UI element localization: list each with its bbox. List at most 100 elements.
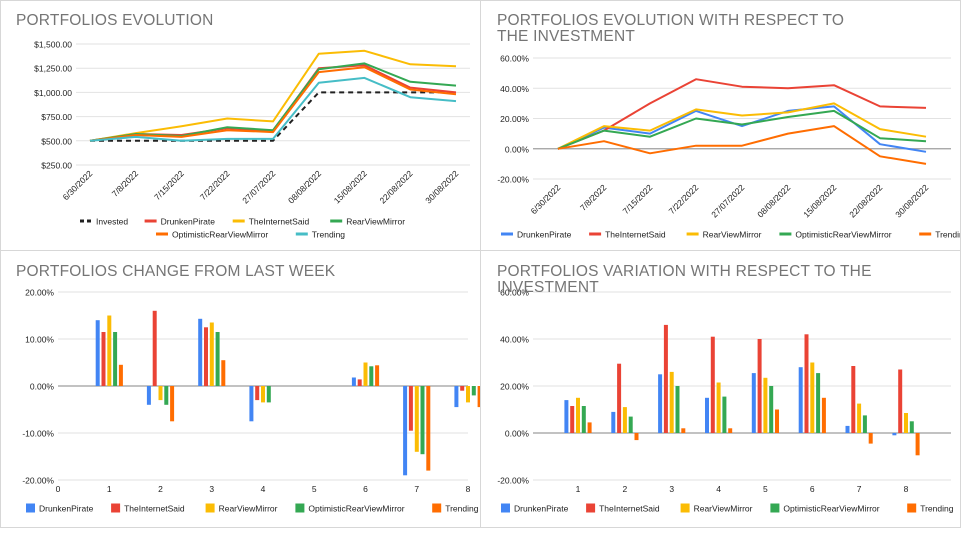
bar-trending xyxy=(221,360,226,386)
legend-label: OptimisticRearViewMirror xyxy=(795,230,891,240)
legend-item-rearviewmirror: RearViewMirror xyxy=(205,503,278,514)
y-tick-label: 40.00% xyxy=(500,84,529,94)
bar-trending xyxy=(477,386,482,408)
bar-theinternetsaid xyxy=(255,386,260,401)
bar-drunkenpirate xyxy=(249,386,254,422)
bar-theinternetsaid xyxy=(204,327,208,387)
bar-trending xyxy=(634,433,639,441)
x-tick-label: 5 xyxy=(312,484,317,494)
panel-variation-vs-investment: PORTFOLIOS VARIATION WITH RESPECT TO THE… xyxy=(481,251,961,528)
bar-trending xyxy=(728,428,733,433)
bar-rearviewmirror xyxy=(209,322,214,386)
bar-optimisticrearviewmirror xyxy=(628,416,633,433)
bar-theinternetsaid xyxy=(460,386,465,391)
legend-item-trending: Trending xyxy=(907,503,954,514)
bar-theinternetsaid xyxy=(898,369,903,433)
legend-swatch xyxy=(770,503,780,513)
bar-trending xyxy=(775,409,779,433)
bar-rearviewmirror xyxy=(576,397,580,434)
x-tick-label: 7/22/2022 xyxy=(198,168,232,202)
x-tick-label: 15/08/2022 xyxy=(801,182,838,219)
bar-theinternetsaid xyxy=(357,379,362,386)
x-tick-label: 08/08/2022 xyxy=(286,168,323,205)
legend-label: TheInternetSaid xyxy=(605,230,666,240)
y-tick-label: $250.00 xyxy=(41,161,72,171)
series-line-trending xyxy=(557,125,927,165)
bar-theinternetsaid xyxy=(152,310,157,386)
bar-rearviewmirror xyxy=(669,371,674,433)
legend-label: TheInternetSaid xyxy=(599,504,660,514)
x-tick-label: 7/22/2022 xyxy=(667,182,701,216)
bar-drunkenpirate xyxy=(454,386,459,408)
x-tick-label: 30/08/2022 xyxy=(893,182,930,219)
bar-drunkenpirate xyxy=(658,374,663,434)
x-tick-label: 30/08/2022 xyxy=(423,168,460,205)
bar-rearviewmirror xyxy=(363,362,368,386)
bar-rearviewmirror xyxy=(414,386,419,452)
y-tick-label: 60.00% xyxy=(500,54,529,64)
line-chart-evolution-vs-investment: -20.00% 0.00% 20.00% 40.00% 60.00% 6/30/2022 7… xyxy=(497,54,961,240)
x-tick-label: 27/07/2022 xyxy=(240,168,277,205)
bar-chart-change-from-last-week: -20.00% -10.00% 0.00% 10.00% 20.00% 0 1 2 3 4 5 6 7 8… xyxy=(22,288,482,514)
series-line-theinternetsaid xyxy=(89,49,457,142)
x-tick-label: 7/15/2022 xyxy=(621,182,655,216)
bar-drunkenpirate xyxy=(351,377,356,386)
bar-drunkenpirate xyxy=(95,320,100,386)
divider-vertical xyxy=(480,0,481,528)
legend-label: RearViewMirror xyxy=(219,504,278,514)
series-line-theinternetsaid xyxy=(557,78,927,150)
x-tick-label: 22/08/2022 xyxy=(378,168,415,205)
bar-drunkenpirate xyxy=(146,386,151,405)
bar-theinternetsaid xyxy=(757,339,762,433)
x-tick-label: 7 xyxy=(857,484,862,494)
bar-rearviewmirror xyxy=(107,315,112,386)
line-chart-portfolios-evolution: $250.00 $500.00 $750.00 $1,000.00 $1,250.00 $… xyxy=(34,40,470,240)
legend-item-theinternetsaid: TheInternetSaid xyxy=(232,217,310,227)
legend-item-drunkenpirate: DrunkenPirate xyxy=(501,230,572,240)
x-tick-label: 4 xyxy=(716,484,721,494)
bar-drunkenpirate xyxy=(751,373,756,433)
x-tick-label: 0 xyxy=(56,484,61,494)
series-line-rearviewmirror xyxy=(89,62,457,142)
y-tick-label: 40.00% xyxy=(500,335,529,345)
bar-drunkenpirate xyxy=(798,367,803,433)
bar-drunkenpirate xyxy=(403,386,408,476)
bar-optimisticrearviewmirror xyxy=(862,415,867,433)
bar-optimisticrearviewmirror xyxy=(215,332,220,386)
panel-change-from-last-week: PORTFOLIOS CHANGE FROM LAST WEEK -20.00%… xyxy=(0,251,482,528)
bar-rearviewmirror xyxy=(857,403,862,433)
legend-item-theinternetsaid: TheInternetSaid xyxy=(586,503,660,514)
legend-item-trending: Trending xyxy=(432,503,479,514)
bar-chart-variation-vs-investment: -20.00% 0.00% 20.00% 40.00% 60.00% 1 2 3 4 5 6 7 8 Dr… xyxy=(497,288,954,514)
bar-trending xyxy=(868,433,873,444)
legend-item-drunkenpirate: DrunkenPirate xyxy=(26,503,94,514)
bar-theinternetsaid xyxy=(408,386,413,431)
legend-swatch xyxy=(295,503,305,513)
legend-label: Trending xyxy=(935,230,961,240)
x-tick-label: 6/30/2022 xyxy=(61,168,95,202)
legend-label: RearViewMirror xyxy=(694,504,753,514)
legend-label: OptimisticRearViewMirror xyxy=(308,504,404,514)
legend-label: OptimisticRearViewMirror xyxy=(783,504,879,514)
legend-item-rearviewmirror: RearViewMirror xyxy=(680,503,753,514)
legend-label: TheInternetSaid xyxy=(124,504,185,514)
legend-label: TheInternetSaid xyxy=(249,217,310,227)
bar-optimisticrearviewmirror xyxy=(675,386,680,433)
legend-label: Invested xyxy=(96,217,128,227)
bar-trending xyxy=(587,422,592,433)
y-tick-label: $500.00 xyxy=(41,136,72,146)
bar-theinternetsaid xyxy=(710,336,715,433)
legend-label: Trending xyxy=(920,504,954,514)
legend-label: Trending xyxy=(445,504,479,514)
x-tick-label: 7/8/2022 xyxy=(110,168,141,199)
bar-theinternetsaid xyxy=(570,406,575,433)
legend-swatch xyxy=(586,503,596,513)
x-tick-label: 7 xyxy=(414,484,419,494)
x-tick-label: 22/08/2022 xyxy=(847,182,884,219)
bar-theinternetsaid xyxy=(101,332,106,386)
y-tick-label: $1,250.00 xyxy=(34,64,72,74)
legend-item-rearviewmirror: RearViewMirror xyxy=(330,217,405,227)
series-line-optimisticrearviewmirror xyxy=(557,109,927,150)
legend-label: DrunkenPirate xyxy=(39,504,94,514)
y-tick-label: -10.00% xyxy=(22,429,54,439)
